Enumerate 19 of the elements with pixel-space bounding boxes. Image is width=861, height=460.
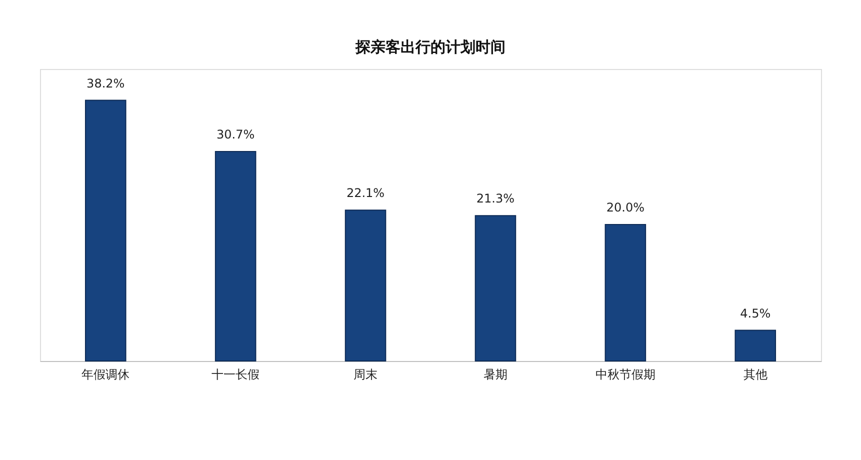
x-tick-label: 其他 xyxy=(743,368,768,382)
data-label: 22.1% xyxy=(346,186,385,200)
x-tick-label: 年假调休 xyxy=(82,368,130,382)
bar xyxy=(604,224,646,362)
bar xyxy=(84,100,126,362)
data-label: 30.7% xyxy=(216,127,255,142)
data-label: 21.3% xyxy=(476,192,515,206)
data-label: 4.5% xyxy=(740,306,771,320)
bar xyxy=(734,330,776,362)
x-tick-label: 周末 xyxy=(354,368,378,382)
bar xyxy=(214,150,256,362)
x-tick-label: 中秋节假期 xyxy=(595,368,656,382)
x-tick-label: 十一长假 xyxy=(212,368,260,382)
bar xyxy=(474,215,516,362)
data-label: 20.0% xyxy=(606,200,644,214)
bar xyxy=(344,210,386,362)
x-tick-label: 暑期 xyxy=(483,368,508,382)
data-label: 38.2% xyxy=(86,76,125,90)
chart-title: 探亲客出行的计划时间 xyxy=(354,38,506,56)
